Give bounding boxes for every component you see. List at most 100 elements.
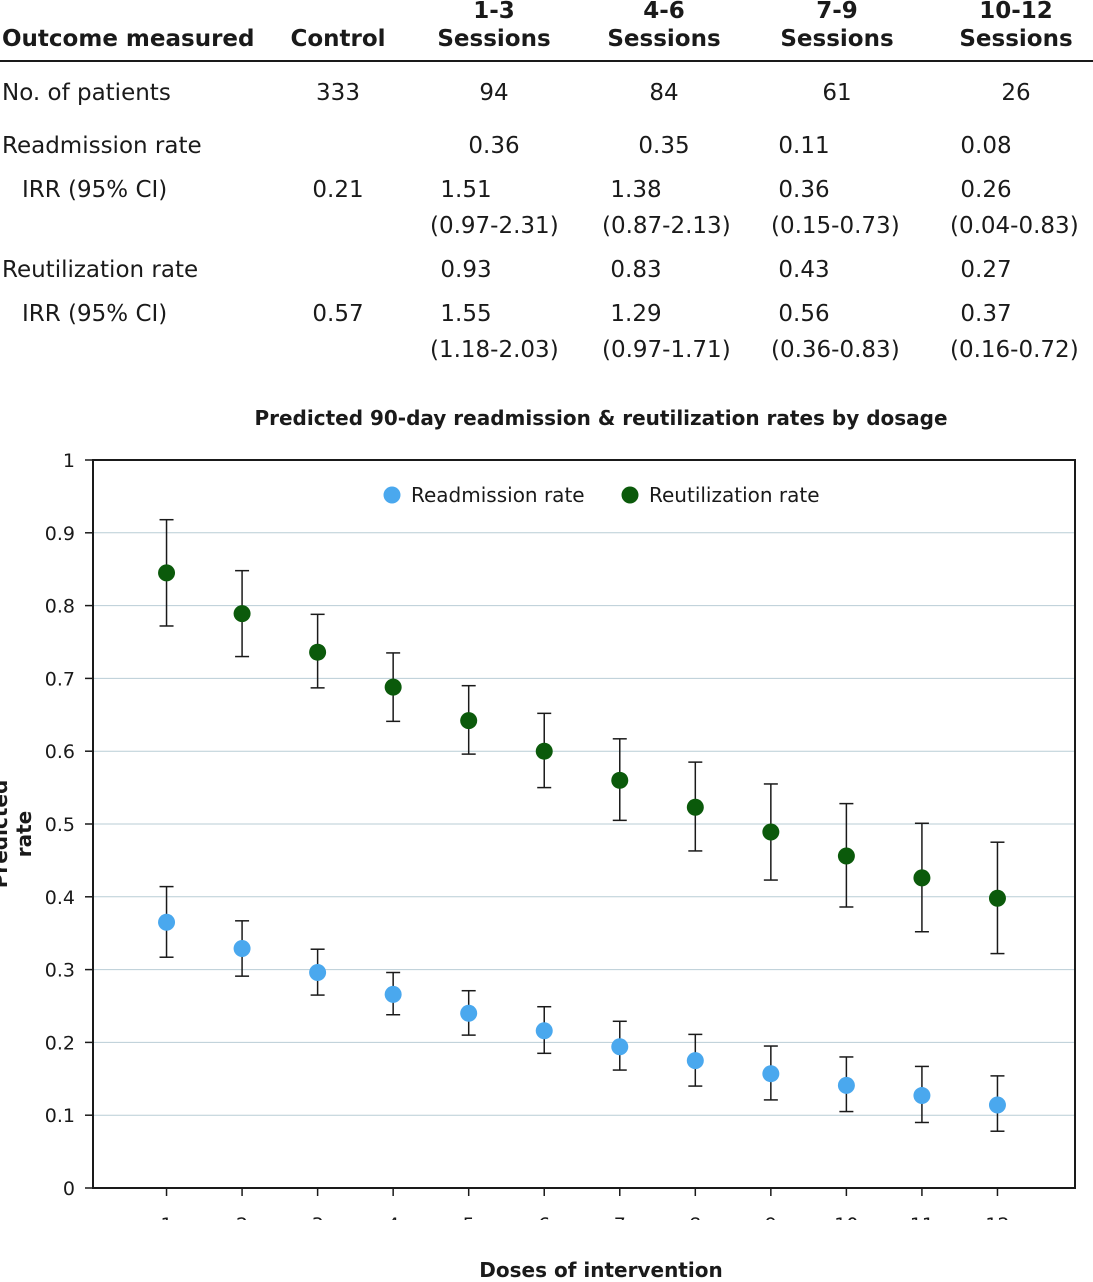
row-cell: 1.55 — [440, 301, 492, 327]
row-cell: 61 — [822, 80, 852, 106]
x-tick-label: 3 — [312, 1214, 324, 1220]
data-point — [913, 869, 931, 887]
y-tick-label: 0.8 — [45, 596, 75, 618]
x-tick-label: 6 — [538, 1214, 550, 1220]
row-ci: (0.04-0.83) — [950, 213, 1079, 239]
legend-marker — [621, 486, 639, 504]
x-tick-label: 12 — [985, 1214, 1009, 1220]
x-tick-label: 4 — [387, 1214, 399, 1220]
outcomes-table: Outcome measured Control 1-3 Sessions 4-… — [0, 0, 1093, 380]
tick-labels: 00.10.20.30.40.50.60.70.80.9112345678910… — [45, 450, 1010, 1220]
row-cell: 0.37 — [960, 301, 1012, 327]
y-tick-label: 0 — [63, 1178, 75, 1200]
row-cell: 1.38 — [610, 177, 662, 203]
axes — [85, 459, 1076, 1196]
x-tick-label: 11 — [910, 1214, 934, 1220]
y-tick-label: 0.4 — [45, 887, 75, 909]
row-cell: 94 — [479, 80, 509, 106]
row-ci: (1.18-2.03) — [430, 337, 559, 363]
header-rule — [0, 60, 1093, 62]
data-point — [762, 823, 780, 841]
data-point — [535, 742, 553, 760]
row-ci: (0.97-1.71) — [602, 337, 731, 363]
header-col-4-line1: 10-12 — [979, 0, 1053, 24]
row-label: Reutilization rate — [2, 257, 199, 283]
row-cell: 0.83 — [610, 257, 662, 283]
data-point — [460, 712, 478, 730]
data-point — [686, 1052, 704, 1070]
row-cell: 0.08 — [960, 133, 1012, 159]
legend-label: Reutilization rate — [649, 483, 820, 507]
row-cell: 1.29 — [610, 301, 662, 327]
row-label: IRR (95% CI) — [22, 177, 168, 203]
row-cell: 0.93 — [440, 257, 492, 283]
row-cell: 0.36 — [778, 177, 830, 203]
plot-frame — [92, 459, 1076, 1189]
y-tick-label: 0.1 — [45, 1105, 75, 1127]
data-point — [309, 964, 327, 982]
y-tick-label: 0.3 — [45, 960, 75, 982]
data-point — [460, 1004, 478, 1022]
row-cell: 0.56 — [778, 301, 830, 327]
x-tick-label: 8 — [689, 1214, 701, 1220]
row-ci: (0.16-0.72) — [950, 337, 1079, 363]
data-point — [837, 1076, 855, 1094]
header-col-1-line1: 1-3 — [473, 0, 515, 24]
row-ci: (0.36-0.83) — [771, 337, 900, 363]
data-point — [233, 605, 251, 623]
row-label: No. of patients — [2, 80, 171, 106]
data-point — [837, 847, 855, 865]
y-tick-label: 0.7 — [45, 668, 75, 690]
data-point — [158, 913, 176, 931]
header-col-4-line2: Sessions — [959, 26, 1073, 52]
data-point — [535, 1022, 553, 1040]
scatter-chart: 00.10.20.30.40.50.60.70.80.9112345678910… — [45, 450, 1076, 1220]
y-tick-label: 0.2 — [45, 1032, 75, 1054]
series-readmission-rate — [158, 885, 1006, 1132]
data-marks — [158, 518, 1006, 1132]
data-point — [233, 939, 251, 957]
data-point — [988, 1096, 1006, 1114]
header-col-3-line1: 7-9 — [816, 0, 858, 24]
header-col-3-line2: Sessions — [780, 26, 894, 52]
data-point — [611, 771, 629, 789]
x-axis-label: Doses of intervention — [479, 1258, 723, 1282]
row-cell: 26 — [1001, 80, 1031, 106]
header-control: Control — [290, 26, 386, 52]
header-col-2-line1: 4-6 — [643, 0, 685, 24]
row-cell: 0.27 — [960, 257, 1012, 283]
row-label: Readmission rate — [2, 133, 202, 159]
legend-label: Readmission rate — [411, 483, 585, 507]
x-tick-label: 9 — [765, 1214, 777, 1220]
header-col-2-line2: Sessions — [607, 26, 721, 52]
row-ci: (0.97-2.31) — [430, 213, 559, 239]
row-cell: 0.43 — [778, 257, 830, 283]
row-control-value: 0.21 — [312, 177, 364, 203]
y-tick-label: 0.5 — [45, 814, 75, 836]
x-tick-label: 7 — [614, 1214, 626, 1220]
x-tick-label: 10 — [834, 1214, 858, 1220]
data-point — [158, 564, 176, 582]
legend: Readmission rate Reutilization rate — [383, 483, 820, 507]
header-outcome-measured: Outcome measured — [2, 26, 255, 52]
data-point — [384, 678, 402, 696]
data-point — [762, 1065, 780, 1083]
data-point — [309, 643, 327, 661]
row-label: IRR (95% CI) — [22, 301, 168, 327]
y-tick-label: 1 — [63, 450, 75, 472]
chart-title: Predicted 90-day readmission & reutiliza… — [254, 406, 948, 430]
row-control-value: 333 — [316, 80, 360, 106]
row-cell: 1.51 — [440, 177, 492, 203]
data-point — [384, 985, 402, 1003]
x-tick-label: 5 — [463, 1214, 475, 1220]
row-cell: 0.35 — [638, 133, 690, 159]
row-cell: 84 — [649, 80, 679, 106]
data-point — [611, 1038, 629, 1056]
y-tick-label: 0.9 — [45, 523, 75, 545]
row-control-value: 0.57 — [312, 301, 364, 327]
series-reutilization-rate — [158, 518, 1006, 955]
grid-lines — [93, 532, 1075, 1116]
data-point — [686, 798, 704, 816]
x-tick-label: 1 — [160, 1214, 172, 1220]
data-point — [988, 889, 1006, 907]
